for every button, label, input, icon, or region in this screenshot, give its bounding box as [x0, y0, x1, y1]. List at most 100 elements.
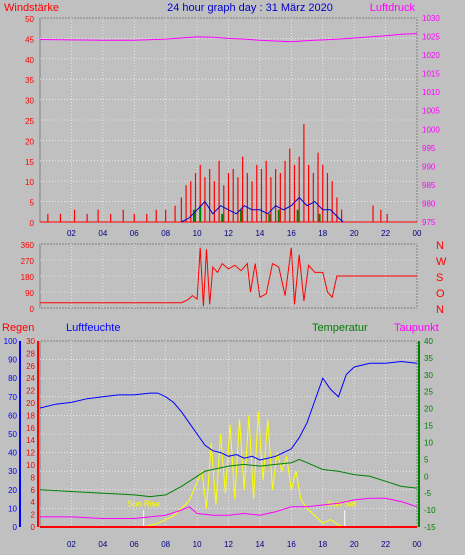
wind-tick-label: 15 — [25, 158, 34, 167]
pressure-tick-label: 1000 — [422, 125, 440, 134]
temperature-tick-label: 10 — [424, 438, 433, 447]
pressure-tick-label: 975 — [422, 218, 436, 227]
wind-tick-label: 0 — [30, 219, 35, 228]
direction-tick-label: 0 — [30, 305, 35, 314]
humidity-tick-label: 40 — [8, 449, 17, 458]
wind-x-tick-label: 00 — [413, 229, 422, 238]
direction-tick-label: 360 — [21, 241, 35, 250]
temperature-tick-label: 0 — [424, 472, 429, 481]
wind-x-tick-label: 10 — [193, 229, 202, 238]
humidity-tick-label: 70 — [8, 393, 17, 402]
sun-markers: Sun Rise Sun Set — [127, 500, 357, 527]
climate-x-tick-label: 08 — [161, 540, 170, 549]
rain-tick-label: 2 — [31, 511, 36, 520]
pressure-tick-label: 1015 — [422, 70, 440, 79]
humidity-axis-label: Luftfeuchte — [66, 322, 120, 334]
pressure-tick-label: 985 — [422, 181, 436, 190]
climate-x-tick-label: 18 — [318, 540, 327, 549]
rain-tick-label: 22 — [26, 387, 35, 396]
temperature-tick-label: -5 — [424, 489, 432, 498]
wind-tick-label: 35 — [25, 76, 34, 85]
compass-label: N — [436, 304, 444, 316]
wind-gust-line — [181, 196, 344, 223]
wind-axis-label: Windstärke — [4, 2, 59, 14]
rain-tick-label: 20 — [26, 399, 35, 408]
humidity-line — [39, 360, 418, 461]
pressure-tick-label: 980 — [422, 199, 436, 208]
climate-x-tick-label: 12 — [224, 540, 233, 549]
wind-x-tick-label: 12 — [224, 229, 233, 238]
humidity-tick-label: 0 — [13, 523, 18, 532]
rain-tick-label: 6 — [31, 486, 36, 495]
temperature-tick-label: 15 — [424, 422, 433, 431]
direction-tick-label: 270 — [21, 257, 35, 266]
wind-tick-label: 45 — [25, 35, 34, 44]
rain-tick-label: 26 — [26, 362, 35, 371]
humidity-tick-label: 20 — [8, 486, 17, 495]
wind-tick-label: 30 — [25, 97, 34, 106]
wind-x-tick-label: 08 — [161, 229, 170, 238]
wind-tick-label: 10 — [25, 178, 34, 187]
climate-x-tick-label: 02 — [67, 540, 76, 549]
wind-tick-label: 50 — [25, 15, 34, 24]
temperature-tick-label: 20 — [424, 405, 433, 414]
wind-x-tick-label: 20 — [350, 229, 359, 238]
humidity-tick-label: 10 — [8, 504, 17, 513]
wind-x-ticks: 02 04 06 08 10 12 14 16 18 20 22 00 — [67, 229, 422, 238]
pressure-tick-label: 995 — [422, 144, 436, 153]
dewpoint-axis-label: Taupunkt — [394, 322, 439, 334]
humidity-tick-label: 80 — [8, 374, 17, 383]
wind-x-tick-label: 04 — [98, 229, 107, 238]
rain-tick-label: 18 — [26, 411, 35, 420]
wind-x-tick-label: 18 — [318, 229, 327, 238]
climate-x-tick-label: 16 — [287, 540, 296, 549]
humidity-tick-label: 50 — [8, 430, 17, 439]
pressure-tick-label: 1020 — [422, 51, 440, 60]
pressure-right-ticks: 1030 1025 1020 1015 1010 1005 1000 995 990 985 980… — [422, 14, 440, 227]
rain-tick-label: 24 — [26, 374, 35, 383]
rain-tick-label: 10 — [26, 461, 35, 470]
rain-tick-label: 28 — [26, 349, 35, 358]
humidity-tick-label: 100 — [4, 337, 18, 346]
temperature-tick-label: -10 — [424, 506, 436, 515]
pressure-tick-label: 1005 — [422, 107, 440, 116]
temperature-axis-label: Temperatur — [312, 322, 368, 334]
rain-tick-label: 16 — [26, 424, 35, 433]
dewpoint-line — [40, 497, 418, 519]
rain-tick-label: 30 — [26, 337, 35, 346]
temperature-tick-label: -15 — [424, 523, 436, 532]
temperature-tick-label: 35 — [424, 354, 433, 363]
wind-tick-label: 5 — [30, 199, 35, 208]
wind-grid — [40, 17, 418, 223]
compass-label: W — [436, 256, 447, 268]
wind-direction-line — [40, 247, 417, 307]
wind-x-tick-label: 06 — [130, 229, 139, 238]
wind-speed-series — [40, 124, 417, 223]
wind-tick-label: 20 — [25, 137, 34, 146]
pressure-line — [39, 33, 418, 43]
rain-tick-label: 4 — [31, 498, 36, 507]
chart-title: 24 hour graph day : 31 März 2020 — [167, 2, 333, 14]
climate-x-tick-label: 20 — [350, 540, 359, 549]
temperature-tick-label: 30 — [424, 371, 433, 380]
wind-x-tick-label: 16 — [287, 229, 296, 238]
pressure-tick-label: 1030 — [422, 14, 440, 23]
wind-x-tick-label: 02 — [67, 229, 76, 238]
direction-tick-label: 90 — [25, 289, 34, 298]
temperature-tick-label: 40 — [424, 337, 433, 346]
climate-x-ticks: 02 04 06 08 10 12 14 16 18 20 22 00 — [67, 540, 422, 549]
climate-x-tick-label: 22 — [381, 540, 390, 549]
wind-tick-label: 40 — [25, 56, 34, 65]
rain-tick-label: 0 — [31, 523, 36, 532]
temperature-tick-label: 25 — [424, 388, 433, 397]
climate-x-tick-label: 14 — [255, 540, 264, 549]
rain-tick-label: 8 — [31, 473, 36, 482]
pressure-tick-label: 1025 — [422, 33, 440, 42]
sun-set-label: Sun Set — [328, 500, 357, 509]
